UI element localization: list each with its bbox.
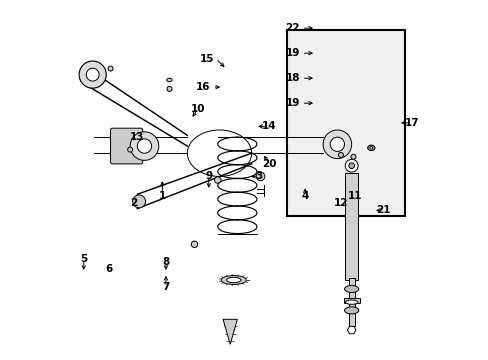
- Bar: [343, 298, 359, 303]
- Text: 9: 9: [205, 171, 212, 181]
- FancyBboxPatch shape: [110, 128, 142, 164]
- Circle shape: [166, 86, 172, 91]
- Text: 11: 11: [347, 191, 362, 201]
- Circle shape: [132, 195, 145, 208]
- Bar: [345, 173, 357, 280]
- Circle shape: [130, 132, 159, 160]
- Text: 19: 19: [285, 98, 299, 108]
- Circle shape: [108, 66, 113, 71]
- Ellipse shape: [344, 285, 358, 293]
- Ellipse shape: [221, 275, 246, 284]
- Text: 16: 16: [196, 82, 210, 92]
- Text: 17: 17: [404, 118, 419, 128]
- Text: 18: 18: [285, 73, 299, 83]
- Circle shape: [350, 154, 355, 159]
- Circle shape: [214, 177, 221, 183]
- Ellipse shape: [226, 277, 241, 283]
- Circle shape: [79, 61, 106, 88]
- Text: 1: 1: [159, 191, 165, 201]
- Circle shape: [348, 163, 354, 168]
- Circle shape: [345, 159, 357, 172]
- Bar: [287, 30, 405, 216]
- Circle shape: [86, 68, 99, 81]
- Circle shape: [137, 139, 151, 153]
- Text: 21: 21: [376, 205, 390, 215]
- Text: 8: 8: [162, 257, 169, 267]
- Polygon shape: [223, 319, 237, 344]
- Text: 20: 20: [262, 159, 276, 169]
- Circle shape: [127, 147, 132, 152]
- Text: 4: 4: [301, 191, 308, 201]
- Text: 7: 7: [162, 282, 169, 292]
- Ellipse shape: [166, 78, 172, 82]
- Text: 5: 5: [80, 253, 87, 264]
- Text: 3: 3: [255, 171, 262, 181]
- Text: 12: 12: [333, 198, 347, 208]
- Circle shape: [256, 172, 264, 181]
- Text: 13: 13: [130, 132, 144, 142]
- Text: 14: 14: [262, 121, 276, 131]
- Text: 10: 10: [190, 104, 205, 113]
- Polygon shape: [346, 326, 355, 334]
- Text: 22: 22: [285, 23, 299, 33]
- Text: 15: 15: [199, 54, 214, 64]
- Circle shape: [323, 130, 351, 158]
- Circle shape: [191, 241, 197, 248]
- Text: 6: 6: [105, 264, 112, 274]
- Ellipse shape: [367, 145, 374, 150]
- Bar: [348, 278, 354, 327]
- Circle shape: [338, 153, 343, 157]
- Circle shape: [329, 137, 344, 152]
- Text: 19: 19: [285, 48, 299, 58]
- Ellipse shape: [345, 300, 357, 304]
- Ellipse shape: [344, 307, 358, 314]
- Text: 2: 2: [130, 198, 137, 208]
- Ellipse shape: [369, 147, 372, 149]
